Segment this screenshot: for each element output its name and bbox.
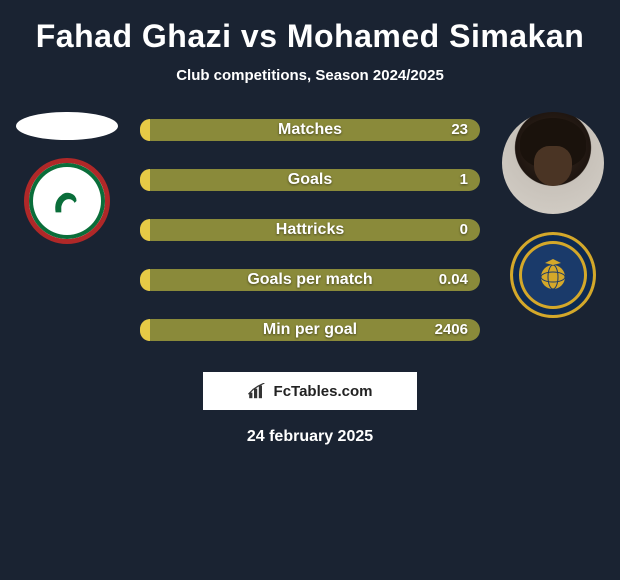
bar-value-right: 1 — [460, 166, 468, 194]
bar-label: Matches — [278, 116, 342, 144]
stat-bar: Goals 1 — [140, 166, 480, 194]
report-date: 24 february 2025 — [0, 428, 620, 446]
bar-value-right: 0 — [460, 216, 468, 244]
bar-left-fill — [140, 219, 150, 241]
club-badge-left — [24, 158, 110, 244]
bar-value-right: 2406 — [435, 316, 468, 344]
comparison-row: Matches 23 Goals 1 Hattricks 0 Goals per match… — [0, 108, 620, 344]
stat-bar: Matches 23 — [140, 116, 480, 144]
bar-value-right: 0.04 — [439, 266, 468, 294]
bar-left-fill — [140, 169, 150, 191]
player-avatar-left — [16, 112, 118, 140]
bar-value-right: 23 — [451, 116, 468, 144]
stat-bar: Hattricks 0 — [140, 216, 480, 244]
bar-label: Goals — [288, 166, 332, 194]
right-player-column — [498, 108, 608, 318]
bar-label: Goals per match — [247, 266, 372, 294]
source-text: FcTables.com — [274, 383, 373, 400]
page-subtitle: Club competitions, Season 2024/2025 — [0, 67, 620, 84]
stat-bar: Min per goal 2406 — [140, 316, 480, 344]
club-badge-right — [510, 232, 596, 318]
globe-icon — [531, 253, 575, 297]
page-title: Fahad Ghazi vs Mohamed Simakan — [0, 18, 620, 55]
bar-left-fill — [140, 319, 150, 341]
bar-left-fill — [140, 269, 150, 291]
stat-bar: Goals per match 0.04 — [140, 266, 480, 294]
bar-label: Min per goal — [263, 316, 357, 344]
bar-label: Hattricks — [276, 216, 344, 244]
bar-chart-icon — [248, 383, 268, 399]
stats-bars: Matches 23 Goals 1 Hattricks 0 Goals per match… — [140, 108, 480, 344]
source-attribution: FcTables.com — [203, 372, 417, 410]
player-avatar-right — [502, 112, 604, 214]
horse-icon — [48, 182, 86, 220]
bar-left-fill — [140, 119, 150, 141]
left-player-column — [12, 108, 122, 244]
